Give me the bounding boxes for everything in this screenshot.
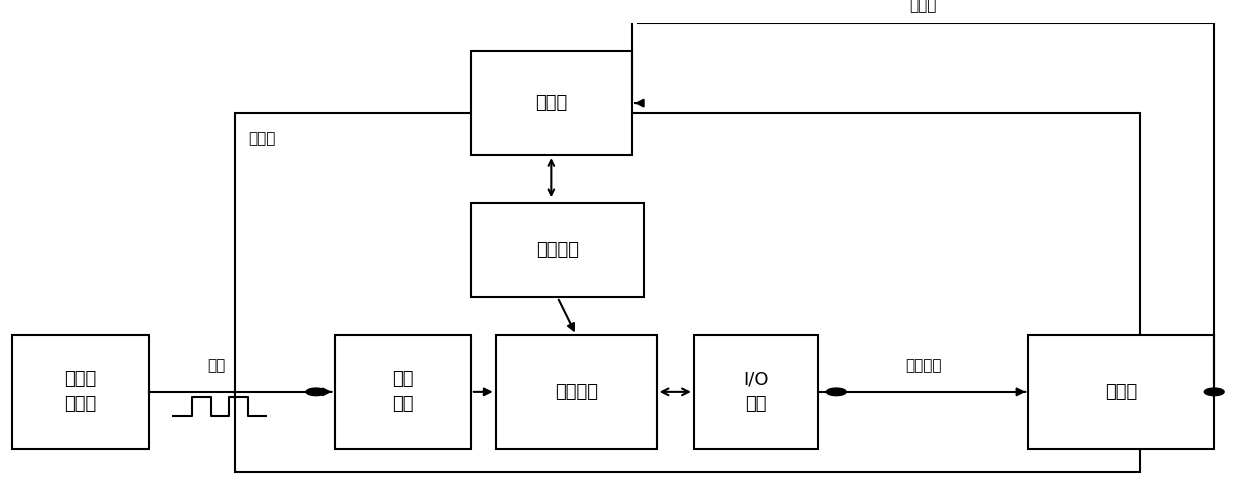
FancyBboxPatch shape bbox=[1028, 335, 1214, 449]
Text: 帧数据: 帧数据 bbox=[909, 0, 937, 13]
Circle shape bbox=[1204, 388, 1224, 396]
Text: 探测器: 探测器 bbox=[1105, 383, 1137, 401]
Text: 控制器: 控制器 bbox=[248, 131, 275, 146]
FancyBboxPatch shape bbox=[471, 51, 632, 155]
Text: 信号
处理: 信号 处理 bbox=[392, 371, 414, 413]
FancyBboxPatch shape bbox=[496, 335, 657, 449]
FancyBboxPatch shape bbox=[694, 335, 818, 449]
Text: 触发端口: 触发端口 bbox=[904, 358, 942, 373]
FancyBboxPatch shape bbox=[235, 113, 1140, 472]
FancyBboxPatch shape bbox=[335, 335, 471, 449]
Circle shape bbox=[306, 388, 326, 396]
Text: 位置比较: 位置比较 bbox=[555, 383, 597, 401]
Text: 上位机: 上位机 bbox=[535, 94, 567, 112]
Text: I/O
端口: I/O 端口 bbox=[743, 371, 768, 413]
Text: 旋转轴
编码器: 旋转轴 编码器 bbox=[64, 371, 97, 413]
Text: 脉冲: 脉冲 bbox=[208, 358, 225, 373]
FancyBboxPatch shape bbox=[12, 335, 149, 449]
Text: 触发位置: 触发位置 bbox=[536, 241, 579, 259]
FancyBboxPatch shape bbox=[471, 202, 644, 297]
Circle shape bbox=[826, 388, 846, 396]
